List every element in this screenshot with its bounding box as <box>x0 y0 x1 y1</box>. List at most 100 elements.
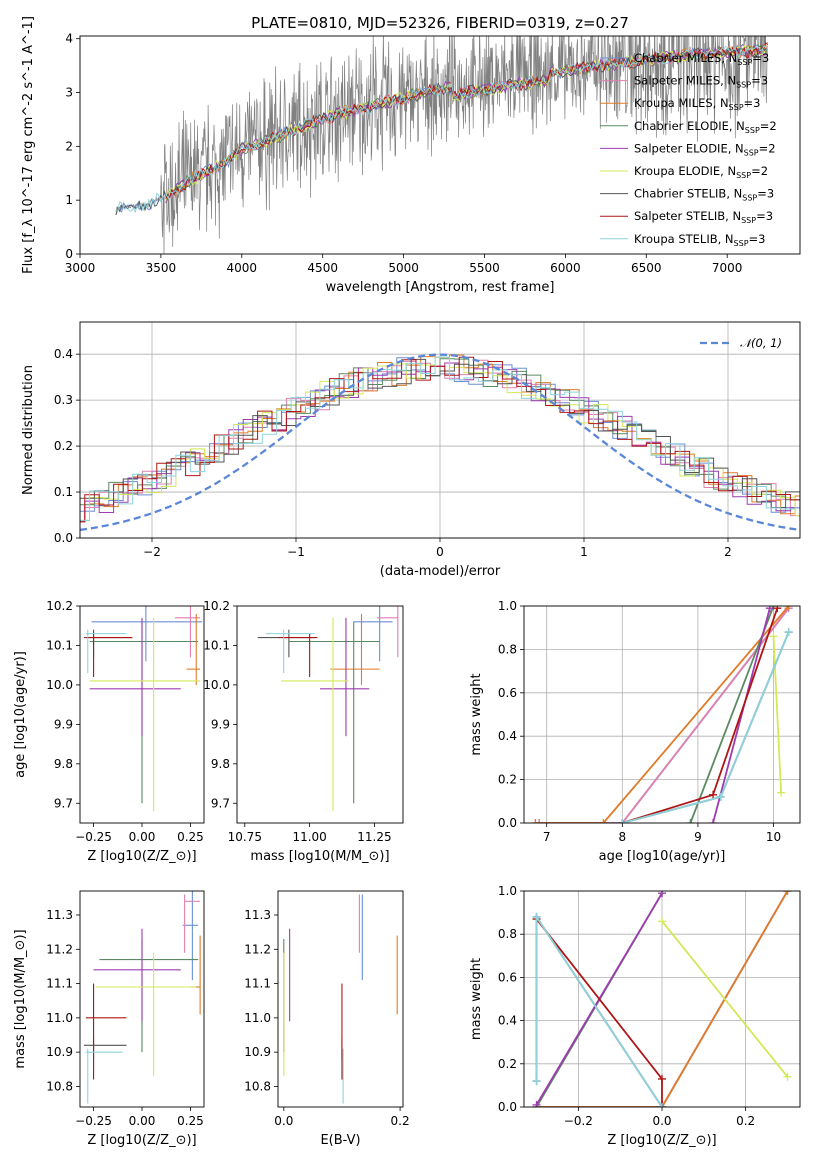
age_vs_mass-xtick-label: 11.25 <box>357 830 391 844</box>
spectrum-xtick-label: 6000 <box>550 261 581 275</box>
age_vs_mass-ytick-label: 10.1 <box>203 638 230 652</box>
weight_vs_age-line-chabrier-stelib <box>622 631 790 823</box>
weight_vs_age-line-kroupa-miles <box>535 606 790 823</box>
weight_vs_age-marker-chabrier-elodie <box>686 819 695 823</box>
mass_vs_ebv-xlabel: E(B-V) <box>320 1133 360 1148</box>
mass_vs_Z-plot-area <box>83 891 201 1104</box>
weight_vs_Z-ytick-label: 1.0 <box>498 884 517 898</box>
weight_vs_age-marker-kroupa-stelib <box>784 628 793 637</box>
weight_vs_age-line-chabrier-elodie <box>689 606 775 823</box>
weight_vs_Z-ytick-label: 0.8 <box>498 927 517 941</box>
age_vs_Z-xtick-label: 0.00 <box>129 830 156 844</box>
weight_vs_Z-ylabel: mass weight <box>469 958 484 1040</box>
spectrum-ytick-label: 1 <box>65 193 73 207</box>
weight_vs_age-marker-kroupa-stelib <box>716 792 725 801</box>
legend-label-kroupa-elodie: Kroupa ELODIE, NSSP=2 <box>634 164 768 180</box>
weight_vs_age-ytick-label: 0.4 <box>498 729 517 743</box>
weight_vs_age-frame <box>523 605 801 824</box>
weight_vs_Z-plot-area <box>532 891 792 1107</box>
errorbar-salpeter-elodie <box>89 617 181 737</box>
weight_vs_age-xtick-label: 7 <box>543 830 551 844</box>
weight_vs_age-ylabel: mass weight <box>469 673 484 755</box>
legend-label-salpeter-stelib: Salpeter STELIB, NSSP=3 <box>634 209 773 225</box>
age_vs_Z-ytick-label: 10.0 <box>46 678 73 692</box>
weight_vs_age-marker-salpeter-elodie <box>765 606 774 613</box>
weight_vs_age-marker-kroupa-miles <box>599 819 608 823</box>
weight_vs_Z-xtick-label: 0.2 <box>736 1114 755 1128</box>
residual-histogram-salpeter-miles <box>80 359 800 523</box>
errorbar-chabrier-miles <box>182 891 199 981</box>
spectrum-ylabel: Flux [f_λ 10^-17 erg cm^-2 s^-1 A^-1] <box>21 16 36 274</box>
mass_vs_ebv-ytick-label: 11.3 <box>244 908 271 922</box>
weight_vs_age-ytick-label: 0.0 <box>498 816 517 830</box>
residual-histogram-kroupa-elodie <box>80 356 800 521</box>
spectrum-axes: 3000 3500 4000 4500 5000 5500 6000 6500 7000 0 1 2 3… <box>21 16 742 295</box>
weight_vs_age-plot-area <box>531 606 793 823</box>
weight_vs_age-xtick-label: 9 <box>694 830 702 844</box>
normal-distribution-curve <box>80 353 798 532</box>
weight_vs_Z-xtick-label: 0.0 <box>652 1114 671 1128</box>
spectrum-legend: Chabrier MILES, NSSP=3 Salpeter MILES, NS… <box>600 51 777 248</box>
weight_vs_Z-line-kroupa-miles <box>536 891 789 1107</box>
spectrum-xlabel: wavelength [Angstrom, rest frame] <box>326 280 555 295</box>
errorbar-kroupa-elodie <box>95 952 197 1077</box>
weight_vs_age-marker-kroupa-miles <box>531 819 540 823</box>
errorbar-salpeter-elodie <box>93 928 181 1022</box>
weight_vs_age-line-kroupa-stelib <box>622 631 790 823</box>
errorbar-chabrier-miles <box>91 606 203 662</box>
age_vs_Z-frame <box>79 605 205 824</box>
residuals-ytick-label: 0.1 <box>54 485 73 499</box>
spectrum-plot-area <box>115 36 769 254</box>
weight_vs_Z-ytick-label: 0.6 <box>498 970 517 984</box>
mass_vs_Z-ytick-label: 10.9 <box>46 1045 73 1059</box>
mass_vs_ebv-plot-area <box>283 894 398 1104</box>
weight_vs_age-marker-salpeter-stelib <box>709 790 718 799</box>
age_vs_Z-axes: −0.25 0.00 0.25 9.7 9.8 9.9 10.0 10.1 10.2 Z [log… <box>13 599 204 864</box>
residuals-xtick-label: −2 <box>143 545 161 559</box>
age_vs_mass-xtick-label: 11.00 <box>292 830 326 844</box>
mass_vs_ebv-ytick-label: 11.2 <box>244 942 271 956</box>
age_vs_mass-axes: 10.75 11.00 11.25 9.7 9.8 9.9 10.0 10.1 10.2 mass… <box>203 599 391 864</box>
legend-label-kroupa-stelib: Kroupa STELIB, NSSP=3 <box>634 232 765 248</box>
legend-label-salpeter-miles: Salpeter MILES, NSSP=3 <box>634 74 768 90</box>
age_vs_Z-ytick-label: 10.2 <box>46 599 73 613</box>
weight_vs_Z-marker-salpeter-elodie <box>658 891 666 898</box>
mass_vs_Z-xtick-label: 0.00 <box>129 1114 156 1128</box>
weight_vs_age-line-kroupa-elodie <box>772 636 782 793</box>
weight_vs_Z-marker-kroupa-elodie <box>658 917 666 926</box>
weight_vs_Z-marker-kroupa-miles <box>783 891 792 895</box>
weight_vs_age-line-chabrier-miles <box>539 607 790 823</box>
residuals-ytick-label: 0.2 <box>54 439 73 453</box>
weight_vs_Z-xlabel: Z [log10(Z/Z_⊙)] <box>607 1133 716 1148</box>
residuals-xtick-label: 1 <box>580 545 588 559</box>
residuals-ytick-label: 0.4 <box>54 347 73 361</box>
weight_vs_age-marker-kroupa-miles <box>784 606 793 610</box>
age_vs_mass-ytick-label: 9.9 <box>211 717 230 731</box>
weight_vs_Z-line-kroupa-stelib <box>535 913 663 1107</box>
residuals-frame <box>79 321 801 539</box>
mass_vs_Z-xlabel: Z [log10(Z/Z_⊙)] <box>87 1133 196 1148</box>
legend-label-chabrier-stelib: Chabrier STELIB, NSSP=3 <box>634 187 774 203</box>
errorbar-kroupa-stelib <box>265 629 315 674</box>
mass_vs_Z-ytick-label: 11.3 <box>46 908 73 922</box>
mass_vs_Z-frame <box>79 890 205 1108</box>
weight_vs_age-ytick-label: 0.6 <box>498 686 517 700</box>
spectrum-ytick-label: 0 <box>65 247 73 261</box>
weight_vs_age-marker-kroupa-elodie <box>769 632 778 641</box>
weight_vs_Z-ytick-label: 0.0 <box>498 1100 517 1114</box>
weight_vs_age-marker-salpeter-stelib <box>773 606 782 613</box>
mass_vs_ebv-ytick-label: 10.8 <box>244 1079 271 1093</box>
errorbar-kroupa-miles <box>330 613 380 685</box>
mass_vs_ebv-xtick-label: 0.0 <box>274 1114 293 1128</box>
mass_vs_Z-ytick-label: 10.8 <box>46 1079 73 1093</box>
weight_vs_age-marker-salpeter-miles <box>535 819 544 823</box>
residuals-ytick-label: 0.3 <box>54 393 73 407</box>
weight_vs_Z-frame <box>523 890 801 1108</box>
weight_vs_age-axes: 7 8 9 10 0.0 0.2 0.4 0.6 0.8 1.0 age [log10(age/yr… <box>469 599 800 864</box>
residuals-xtick-label: 2 <box>724 545 732 559</box>
weight_vs_Z-marker-salpeter-elodie <box>532 1100 541 1107</box>
residual-histogram-salpeter-elodie <box>80 362 800 523</box>
errorbar-salpeter-stelib <box>85 633 133 678</box>
errorbar-chabrier-elodie <box>99 939 199 1053</box>
